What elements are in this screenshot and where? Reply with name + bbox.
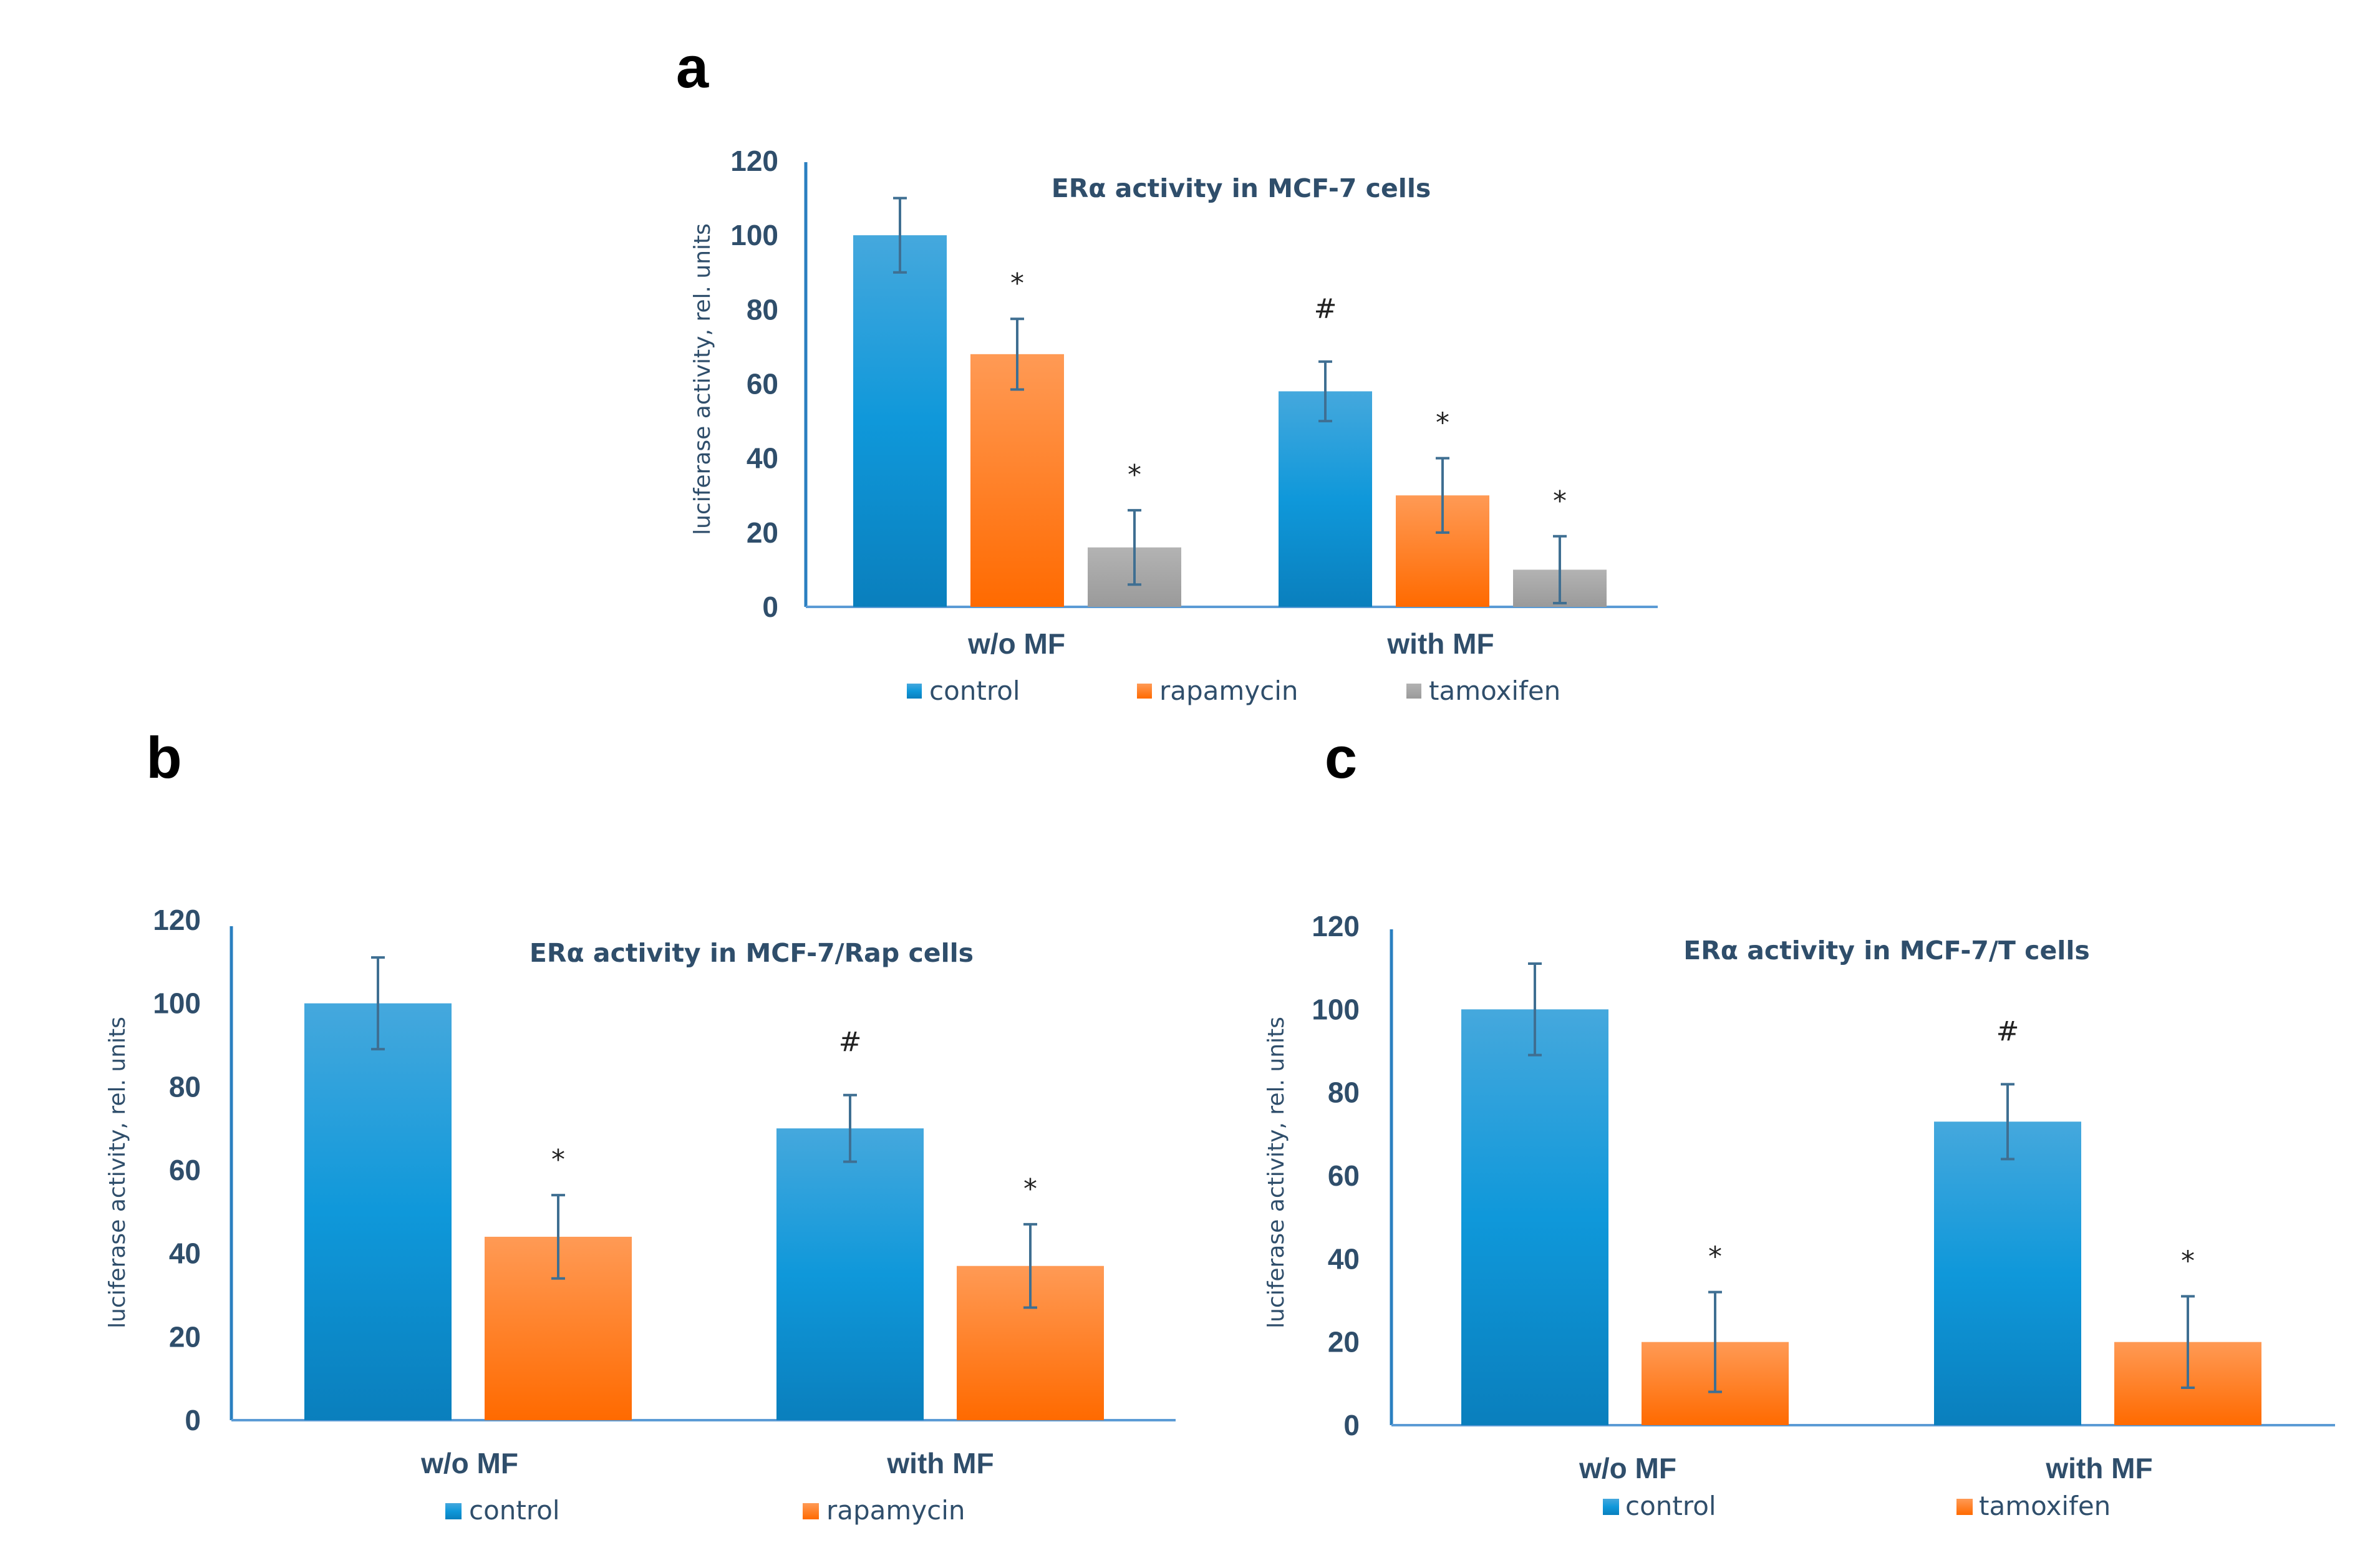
y-tick-label: 20 [169, 1320, 201, 1353]
chart-a-bars: # * * * * [853, 196, 1607, 607]
chart-b-y-ticks: 0 20 40 60 80 100 120 [153, 904, 201, 1436]
bar-control [1279, 391, 1372, 607]
y-tick-label: 60 [169, 1154, 201, 1186]
significance-asterisk-mark: * [551, 1144, 565, 1176]
significance-asterisk-mark: * [2181, 1245, 2195, 1277]
chart-c-y-axis-label: luciferase activity, rel. units [1264, 1017, 1289, 1328]
legend-label-tamoxifen: tamoxifen [1979, 1491, 2111, 1521]
y-tick-label: 40 [747, 442, 778, 475]
legend-label-control: control [469, 1495, 560, 1526]
chart-c-category-label: with MF [2045, 1452, 2152, 1484]
panel-label-b: b [146, 725, 181, 790]
y-tick-label: 80 [747, 293, 778, 326]
legend-swatch-tamoxifen [1406, 684, 1421, 699]
y-tick-label: 80 [169, 1070, 201, 1103]
significance-asterisk-mark: * [1553, 485, 1567, 517]
bar-control [1934, 1121, 2081, 1425]
y-tick-label: 40 [1328, 1242, 1360, 1275]
legend-swatch-tamoxifen [1956, 1499, 1973, 1515]
legend-label-tamoxifen: tamoxifen [1429, 675, 1560, 706]
significance-asterisk-mark: * [1023, 1173, 1037, 1205]
chart-b-category-label: w/o MF [420, 1447, 518, 1479]
y-tick-label: 120 [730, 145, 778, 177]
legend-label-control: control [1625, 1491, 1716, 1521]
y-tick-label: 100 [730, 219, 778, 251]
significance-asterisk-mark: * [1010, 268, 1024, 299]
y-tick-label: 0 [762, 591, 778, 623]
legend-swatch-rapamycin [1137, 684, 1152, 699]
chart-a-y-axis-label: luciferase activity, rel. units [690, 223, 715, 535]
bar-rapamycin [970, 354, 1064, 607]
chart-b-bars: # * * [304, 956, 1104, 1420]
chart-a-title: ERα activity in MCF-7 cells [1052, 173, 1431, 203]
bar-control [776, 1128, 924, 1420]
chart-c-title: ERα activity in MCF-7/T cells [1683, 936, 2090, 965]
y-tick-label: 120 [1312, 910, 1360, 942]
legend-swatch-rapamycin [803, 1503, 819, 1519]
chart-b-title: ERα activity in MCF-7/Rap cells [530, 938, 974, 968]
significance-hash-mark: # [1314, 293, 1337, 325]
significance-hash-mark: # [839, 1027, 862, 1058]
legend-label-control: control [929, 675, 1020, 706]
chart-c-category-label: w/o MF [1579, 1452, 1676, 1484]
legend-swatch-control [907, 684, 922, 699]
significance-asterisk-mark: * [1436, 407, 1449, 439]
chart-a-legend: control rapamycin tamoxifen [907, 675, 1560, 706]
legend-label-rapamycin: rapamycin [1159, 675, 1298, 706]
bar-control [1461, 1009, 1608, 1425]
y-tick-label: 60 [747, 368, 778, 400]
panel-label-c: c [1325, 725, 1357, 790]
significance-hash-mark: # [1996, 1015, 2019, 1047]
bar-control [853, 235, 947, 607]
y-tick-label: 40 [169, 1237, 201, 1270]
y-tick-label: 120 [153, 904, 201, 936]
y-tick-label: 100 [1312, 993, 1360, 1025]
legend-swatch-control [445, 1503, 462, 1519]
y-tick-label: 80 [1328, 1077, 1360, 1109]
y-tick-label: 20 [747, 516, 778, 549]
significance-asterisk-mark: * [1708, 1241, 1722, 1273]
y-tick-label: 0 [185, 1404, 201, 1436]
significance-asterisk-mark: * [1128, 459, 1141, 491]
chart-b-category-label: with MF [886, 1447, 994, 1479]
panel-label-a: a [676, 34, 709, 100]
chart-c-legend: control tamoxifen [1603, 1491, 2111, 1521]
chart-a-y-ticks: 0 20 40 60 80 100 120 [730, 145, 778, 623]
legend-label-rapamycin: rapamycin [826, 1495, 965, 1526]
y-tick-label: 100 [153, 987, 201, 1020]
chart-b-y-axis-label: luciferase activity, rel. units [105, 1017, 130, 1328]
chart-c-y-ticks: 0 20 40 60 80 100 120 [1312, 910, 1360, 1441]
legend-swatch-control [1603, 1499, 1619, 1515]
y-tick-label: 60 [1328, 1159, 1360, 1192]
y-tick-label: 20 [1328, 1326, 1360, 1358]
chart-a-category-label: with MF [1386, 627, 1494, 660]
bar-control [304, 1003, 452, 1420]
chart-b-legend: control rapamycin [445, 1495, 965, 1526]
y-tick-label: 0 [1343, 1409, 1360, 1441]
chart-a-category-label: w/o MF [967, 627, 1065, 660]
chart-c-bars: # * * [1461, 962, 2261, 1425]
